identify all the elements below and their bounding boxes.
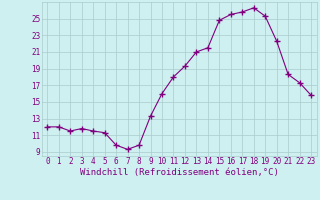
X-axis label: Windchill (Refroidissement éolien,°C): Windchill (Refroidissement éolien,°C) [80,168,279,177]
